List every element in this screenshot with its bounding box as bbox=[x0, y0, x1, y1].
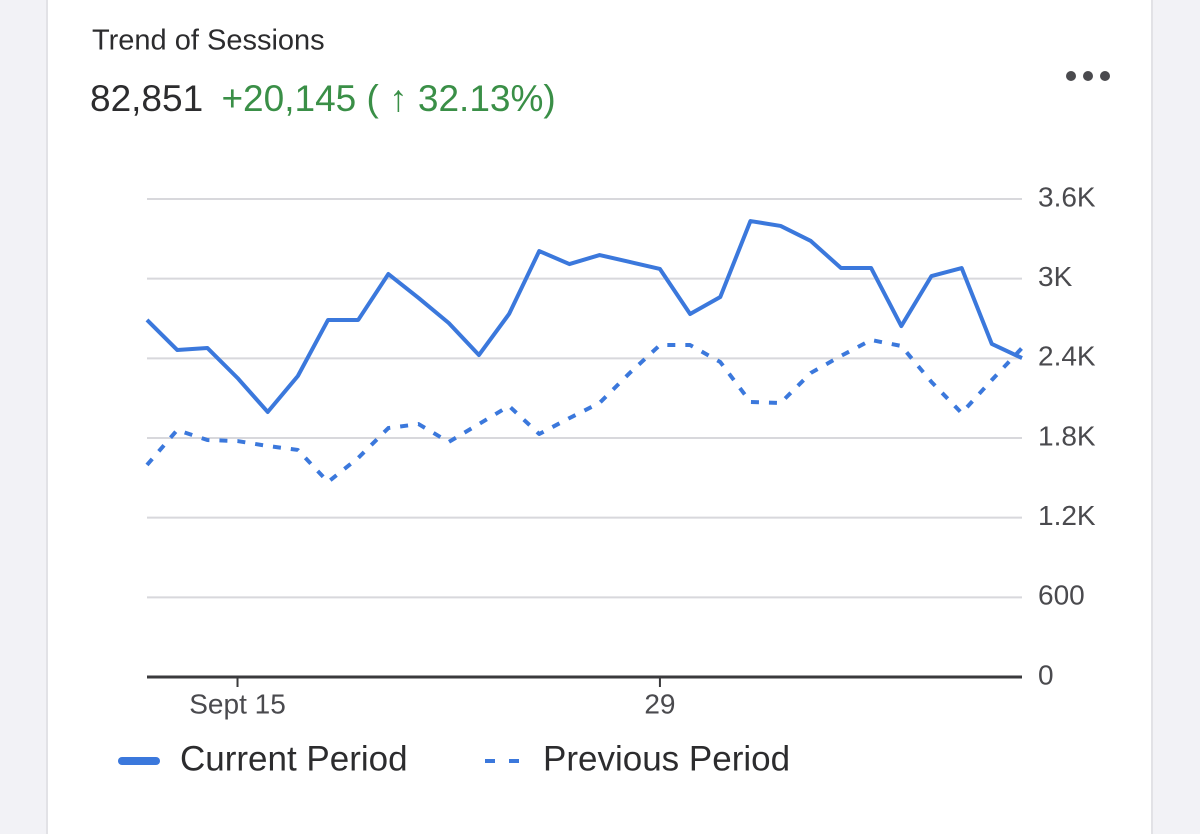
line-series bbox=[145, 338, 1024, 484]
change-value: +20,145 ( ↑ 32.13%) bbox=[221, 78, 555, 119]
legend-label: Current Period bbox=[180, 739, 408, 778]
y-tick-label: 3K bbox=[1038, 261, 1073, 292]
more-menu[interactable] bbox=[1066, 71, 1110, 81]
chart-title: Trend of Sessions bbox=[92, 25, 325, 57]
total: 82,851 +20,145 ( ↑ 32.13%) bbox=[90, 78, 556, 119]
legend-label: Previous Period bbox=[543, 739, 790, 778]
line-series bbox=[145, 219, 1023, 414]
y-tick-label: 1.8K bbox=[1038, 420, 1096, 451]
y-tick-label: 1.2K bbox=[1038, 500, 1096, 531]
x-tick-label: Sept 15 bbox=[189, 688, 286, 719]
y-tick-label: 2.4K bbox=[1038, 341, 1096, 372]
total-value: 82,851 bbox=[90, 78, 203, 119]
x-tick-label: 29 bbox=[644, 688, 675, 719]
y-tick-label: 600 bbox=[1038, 580, 1085, 611]
y-tick-label: 3.6K bbox=[1038, 181, 1096, 212]
card bbox=[46, 0, 1153, 834]
y-tick-label: 0 bbox=[1038, 659, 1054, 690]
